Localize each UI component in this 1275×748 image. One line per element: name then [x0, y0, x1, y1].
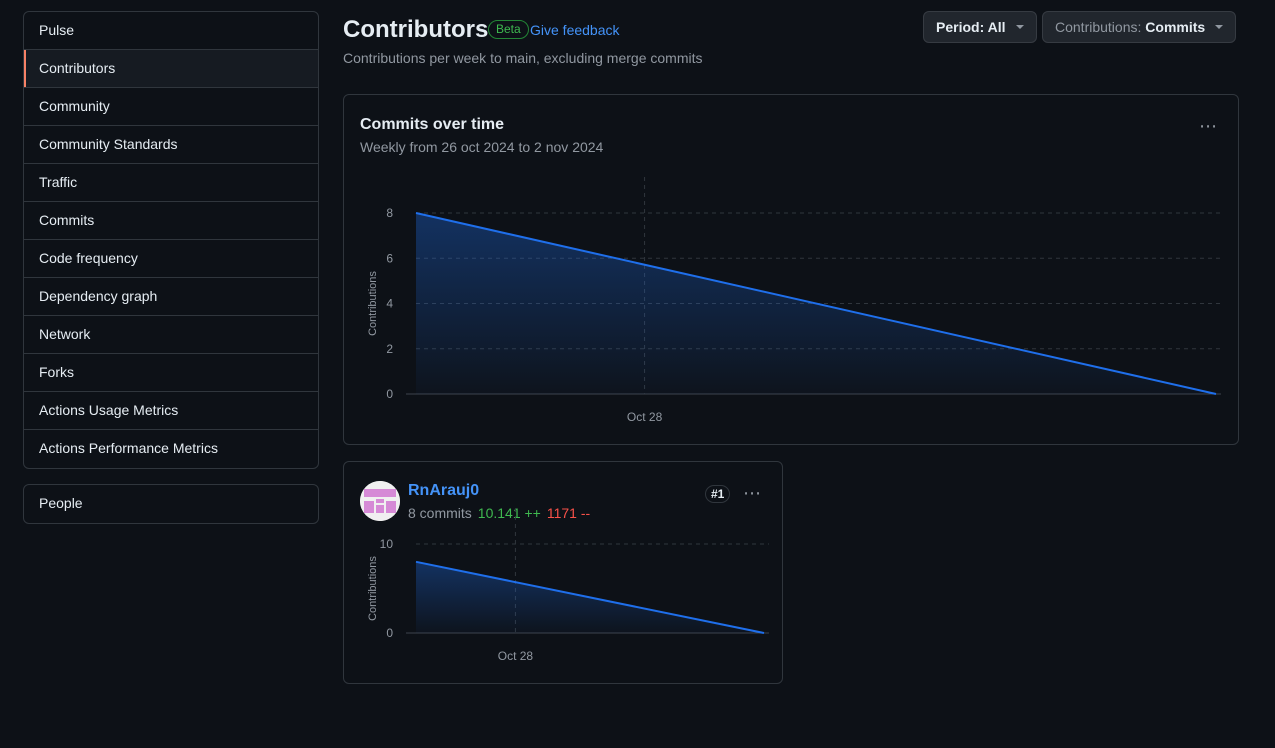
contributions-prefix: Contributions: — [1055, 19, 1142, 35]
x-tick-label: Oct 28 — [498, 649, 534, 663]
contributor-chart-svg: 0 10 Oct 28 Contributions — [367, 508, 769, 663]
commits-over-time-card: Commits over time Weekly from 26 oct 202… — [343, 94, 1239, 445]
people-nav: People — [23, 484, 319, 524]
sidebar-item-commits[interactable]: Commits — [24, 202, 318, 240]
sidebar-item-contributors[interactable]: Contributors — [24, 50, 318, 88]
page-title: Contributors — [343, 16, 489, 43]
chart-subtitle: Weekly from 26 oct 2024 to 2 nov 2024 — [360, 139, 604, 155]
y-axis-label: Contributions — [367, 271, 379, 336]
caret-down-icon — [1215, 25, 1224, 29]
give-feedback-link[interactable]: Give feedback — [530, 22, 620, 38]
sidebar-item-traffic[interactable]: Traffic — [24, 164, 318, 202]
period-label: Period: All — [936, 19, 1006, 35]
series-line — [415, 212, 1217, 395]
y-tick-label: 0 — [386, 387, 393, 401]
kebab-menu-icon[interactable]: ⋯ — [1199, 116, 1218, 136]
sidebar-item-community-standards[interactable]: Community Standards — [24, 126, 318, 164]
deletions-count: 1171 -- — [546, 505, 591, 521]
sidebar-item-actions-usage-metrics[interactable]: Actions Usage Metrics — [24, 392, 318, 430]
y-tick-label: 8 — [386, 206, 393, 220]
chart-title: Commits over time — [360, 116, 505, 133]
insights-sidebar: Pulse Contributors Community Community Stan… — [23, 11, 319, 469]
y-axis-label: Contributions — [367, 556, 379, 621]
contributor-card: RnArauj0 8 commits 10.141 ++ 1171 -- #1 ⋯ … — [343, 461, 783, 684]
sidebar-item-network[interactable]: Network — [24, 316, 318, 354]
sidebar-item-community[interactable]: Community — [24, 88, 318, 126]
sidebar-item-pulse[interactable]: Pulse — [24, 12, 318, 50]
sidebar-item-people[interactable]: People — [39, 495, 83, 511]
contributor-name-link[interactable]: RnArauj0 — [408, 482, 480, 499]
beta-badge: Beta — [488, 20, 529, 39]
contributions-dropdown[interactable]: Contributions: Commits — [1042, 11, 1237, 43]
sidebar-item-dependency-graph[interactable]: Dependency graph — [24, 278, 318, 316]
contributor-stats: 8 commits 10.141 ++ 1171 -- — [408, 505, 590, 521]
series-line — [415, 560, 765, 634]
y-tick-label: 0 — [386, 626, 393, 640]
sidebar-item-forks[interactable]: Forks — [24, 354, 318, 392]
x-tick-label: Oct 28 — [627, 410, 663, 424]
y-tick-label: 2 — [386, 342, 393, 356]
contributions-value: Commits — [1145, 19, 1206, 35]
kebab-menu-icon[interactable]: ⋯ — [743, 483, 762, 503]
rank-badge: #1 — [705, 485, 731, 503]
period-dropdown[interactable]: Period: All — [923, 11, 1037, 43]
additions-count: 10.141 ++ — [477, 505, 541, 521]
main-chart-svg: 0 2 4 6 8 Oct 28 Contributions — [367, 177, 1221, 424]
y-tick-label: 10 — [380, 537, 394, 551]
page-subtitle: Contributions per week to main, excludin… — [343, 50, 703, 66]
commit-count: 8 commits — [408, 505, 472, 521]
sidebar-item-actions-performance-metrics[interactable]: Actions Performance Metrics — [39, 440, 218, 456]
y-tick-label: 6 — [386, 251, 393, 265]
avatar[interactable] — [360, 481, 400, 521]
y-tick-label: 4 — [386, 297, 393, 311]
series-area — [416, 561, 764, 633]
caret-down-icon — [1015, 25, 1024, 29]
sidebar-item-code-frequency[interactable]: Code frequency — [24, 240, 318, 278]
